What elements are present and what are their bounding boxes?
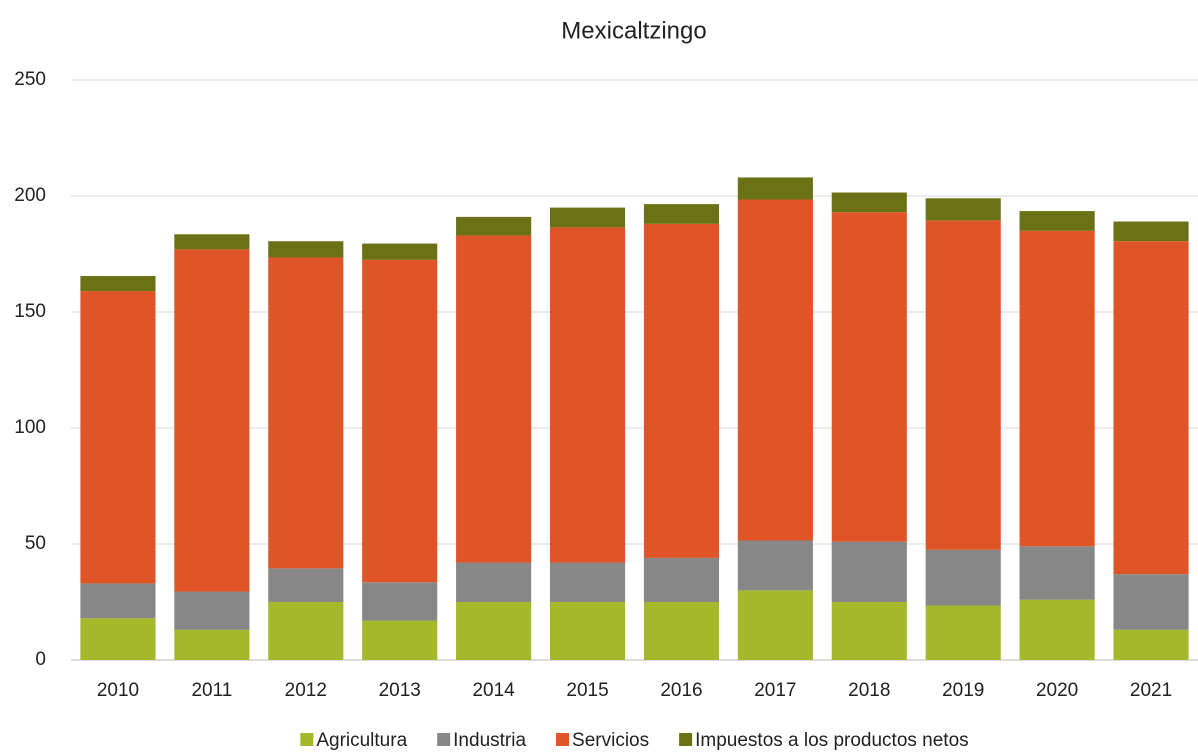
legend-swatch — [437, 733, 451, 746]
y-tick-label: 50 — [25, 533, 46, 554]
bar-segment — [831, 192, 907, 213]
bar-segment — [643, 204, 720, 224]
bar-segment — [456, 216, 532, 236]
x-tick-label: 2014 — [472, 680, 515, 701]
bar-segment — [1019, 546, 1095, 600]
bar-segment — [268, 568, 344, 602]
legend-label: Servicios — [572, 730, 649, 751]
bar-segment — [1019, 211, 1095, 231]
bar-segment — [549, 227, 626, 563]
y-tick-label: 250 — [14, 69, 46, 90]
bar-segment — [549, 602, 626, 660]
x-tick-label: 2013 — [379, 680, 421, 701]
bar-segment — [456, 562, 532, 602]
bar-segment — [80, 276, 156, 292]
y-tick-label: 0 — [35, 649, 46, 670]
x-tick-label: 2012 — [285, 680, 327, 701]
x-tick-label: 2017 — [754, 680, 796, 701]
bar-segment — [1019, 599, 1095, 660]
x-tick-label: 2018 — [848, 680, 890, 701]
bar-segment — [737, 199, 813, 541]
y-tick-label: 200 — [14, 185, 46, 206]
bar-segment — [643, 223, 720, 558]
bar-segment — [174, 591, 250, 630]
y-tick-label: 150 — [14, 301, 46, 322]
bar-segment — [737, 177, 813, 200]
bar-segment — [1113, 241, 1189, 575]
bar-segment — [268, 257, 344, 569]
legend-label: Agricultura — [316, 730, 407, 751]
bar-segment — [362, 243, 438, 260]
bar-segment — [456, 235, 532, 563]
bar-segment — [925, 605, 1001, 660]
legend-swatch — [300, 733, 314, 746]
bar-segment — [737, 540, 813, 591]
legend-swatch — [679, 733, 693, 746]
bar-segment — [174, 234, 250, 250]
bar-segment — [268, 241, 344, 258]
bar-segment — [549, 207, 626, 228]
bar-segment — [925, 549, 1001, 606]
bar-segment — [643, 602, 720, 660]
bar-segment — [456, 602, 532, 660]
x-tick-label: 2011 — [191, 680, 232, 701]
bar-segment — [362, 620, 438, 660]
chart-title: Mexicaltzingo — [561, 17, 706, 44]
bar-segment — [549, 562, 626, 602]
bar-segment — [1019, 230, 1095, 547]
legend-label: Impuestos a los productos netos — [695, 730, 969, 751]
bar-segment — [925, 220, 1001, 550]
bar-segment — [1113, 221, 1189, 242]
bar-segment — [643, 557, 720, 602]
bar-segment — [1113, 574, 1189, 630]
bar-segment — [268, 602, 344, 660]
bar-segment — [1113, 629, 1189, 660]
bar-segment — [831, 212, 907, 542]
x-tick-label: 2015 — [566, 680, 608, 701]
x-tick-label: 2020 — [1036, 680, 1078, 701]
y-tick-label: 100 — [14, 417, 46, 438]
bar-segment — [80, 583, 156, 619]
bar-segment — [174, 249, 250, 592]
legend-swatch — [556, 733, 570, 746]
bar-segment — [174, 629, 250, 660]
bar-segment — [80, 618, 156, 660]
bar-segment — [737, 590, 813, 660]
bar-segment — [80, 291, 156, 584]
x-tick-label: 2021 — [1130, 680, 1172, 701]
bar-segment — [831, 541, 907, 602]
bar-segment — [362, 582, 438, 621]
bar-segment — [831, 602, 907, 660]
x-tick-label: 2019 — [942, 680, 984, 701]
legend-label: Industria — [453, 730, 526, 751]
bar-segment — [925, 198, 1001, 221]
x-tick-label: 2016 — [660, 680, 702, 701]
bar-segment — [362, 259, 438, 583]
x-tick-label: 2010 — [97, 680, 139, 701]
